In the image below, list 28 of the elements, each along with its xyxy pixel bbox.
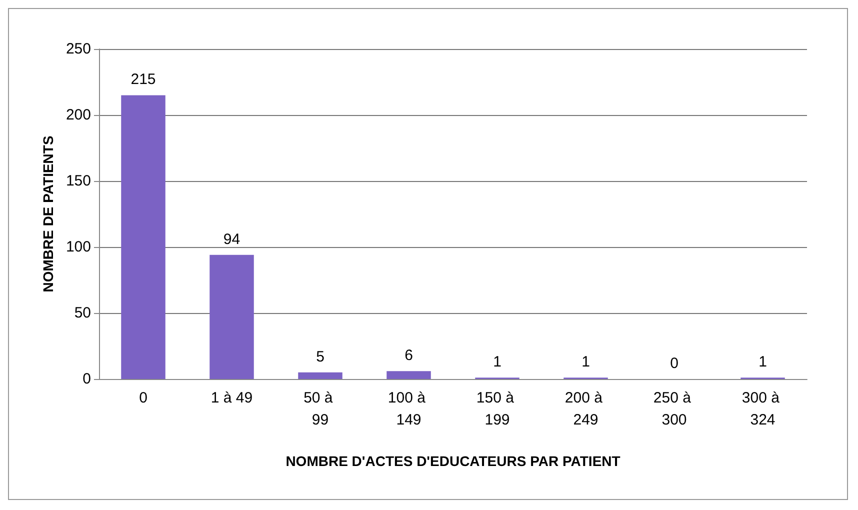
x-tick-label: 50 à 99 xyxy=(304,390,337,428)
x-tick-label: 0 xyxy=(139,390,148,406)
data-label: 1 xyxy=(582,354,590,371)
y-tick-label: 50 xyxy=(74,304,91,322)
y-tick-label: 100 xyxy=(66,238,91,256)
x-tick-label: 250 à 300 xyxy=(653,390,696,428)
y-tick-label: 150 xyxy=(66,172,91,190)
bar xyxy=(210,254,254,379)
y-tick-label: 200 xyxy=(66,106,91,124)
data-label: 1 xyxy=(493,354,502,371)
data-label: 215 xyxy=(130,71,156,88)
data-label: 0 xyxy=(670,355,678,372)
x-axis-title: NOMBRE D'ACTES D'EDUCATEURS PAR PATIENT xyxy=(286,453,621,469)
data-label: 6 xyxy=(404,347,413,364)
data-label: 1 xyxy=(758,354,767,371)
data-label: 94 xyxy=(223,230,240,248)
x-tick-label: 100 à 149 xyxy=(388,390,430,428)
x-tick-label: 1 à 49 xyxy=(210,390,253,406)
x-tick-label: 150 à 199 xyxy=(476,390,518,428)
bar xyxy=(121,95,166,379)
bar xyxy=(298,372,342,379)
data-label: 5 xyxy=(316,348,324,366)
bar xyxy=(386,371,431,379)
y-tick-label: 250 xyxy=(66,40,91,58)
x-tick-label: 300 à 324 xyxy=(742,390,784,428)
y-tick-label: 0 xyxy=(82,370,91,388)
x-tick-label: 200 à 249 xyxy=(564,390,607,428)
y-axis-title: NOMBRE DE PATIENTS xyxy=(40,136,56,292)
